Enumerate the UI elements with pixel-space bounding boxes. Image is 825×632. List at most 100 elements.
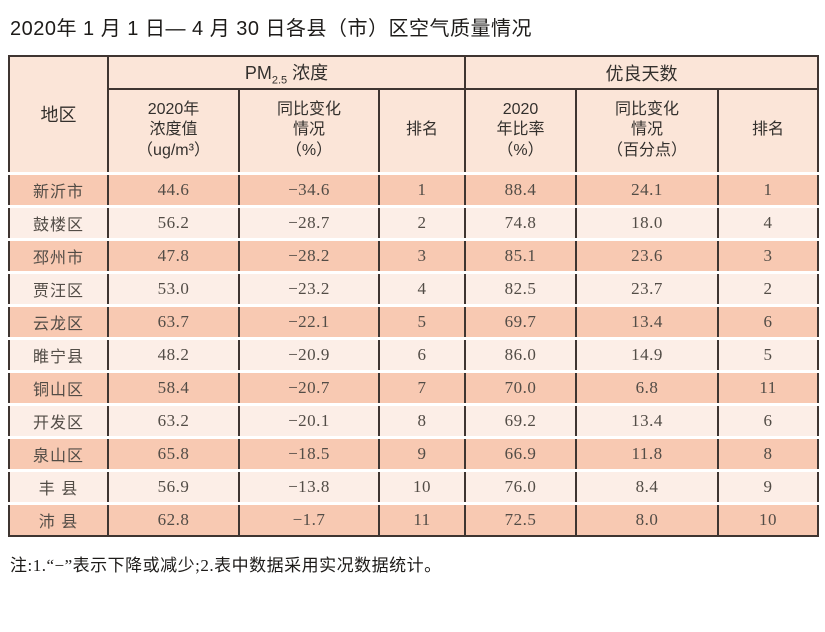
page-title: 2020年 1 月 1 日— 4 月 30 日各县（市）区空气质量情况 bbox=[10, 18, 533, 40]
column-header-region: 地区 bbox=[8, 56, 109, 173]
good-ratio-cell: 88.4 bbox=[464, 171, 578, 206]
pm-value-cell: 63.7 bbox=[107, 303, 240, 338]
pm-change-cell: −20.1 bbox=[238, 402, 380, 437]
column-header-good-ratio: 2020 年比率 （%） bbox=[464, 89, 578, 173]
table-row: 邳州市 47.8 −28.2 3 85.1 23.6 3 bbox=[8, 237, 820, 272]
good-ratio-cell: 69.7 bbox=[464, 303, 578, 338]
region-cell: 新沂市 bbox=[8, 171, 109, 206]
good-ratio-cell: 76.0 bbox=[464, 468, 578, 503]
pm-change-cell: −28.7 bbox=[238, 204, 380, 239]
pm-value-cell: 56.2 bbox=[107, 204, 240, 239]
region-cell: 鼓楼区 bbox=[8, 204, 109, 239]
good-rank-cell: 11 bbox=[717, 369, 820, 404]
table-row: 泉山区 65.8 −18.5 9 66.9 11.8 8 bbox=[8, 435, 820, 470]
pm25-subscript: 2.5 bbox=[271, 74, 288, 87]
good-change-cell: 11.8 bbox=[575, 435, 720, 470]
good-change-cell: 24.1 bbox=[575, 171, 720, 206]
table-row: 鼓楼区 56.2 −28.7 2 74.8 18.0 4 bbox=[8, 204, 820, 239]
region-cell: 贾汪区 bbox=[8, 270, 109, 305]
table-row: 云龙区 63.7 −22.1 5 69.7 13.4 6 bbox=[8, 303, 820, 338]
pm-value-cell: 47.8 bbox=[107, 237, 240, 272]
pm-value-cell: 62.8 bbox=[107, 501, 240, 536]
pm-change-cell: −18.5 bbox=[238, 435, 380, 470]
region-cell: 沛 县 bbox=[8, 501, 109, 536]
region-cell: 云龙区 bbox=[8, 303, 109, 338]
pm-change-cell: −20.7 bbox=[238, 369, 380, 404]
good-change-cell: 13.4 bbox=[575, 303, 720, 338]
table-header: 地区 PM2.5 浓度 优良天数 2020年 浓度值 （ug/m³） 同比变化 … bbox=[8, 56, 820, 173]
column-header-good-change: 同比变化 情况 （百分点） bbox=[575, 89, 720, 173]
table-row: 新沂市 44.6 −34.6 1 88.4 24.1 1 bbox=[8, 171, 820, 206]
region-cell: 开发区 bbox=[8, 402, 109, 437]
good-ratio-cell: 66.9 bbox=[464, 435, 578, 470]
pm-rank-cell: 3 bbox=[377, 237, 467, 272]
good-rank-cell: 5 bbox=[717, 336, 820, 371]
good-ratio-cell: 72.5 bbox=[464, 501, 578, 536]
good-ratio-cell: 85.1 bbox=[464, 237, 578, 272]
table-row: 沛 县 62.8 −1.7 11 72.5 8.0 10 bbox=[8, 501, 820, 536]
table-row: 贾汪区 53.0 −23.2 4 82.5 23.7 2 bbox=[8, 270, 820, 305]
region-cell: 睢宁县 bbox=[8, 336, 109, 371]
pm-rank-cell: 1 bbox=[377, 171, 467, 206]
good-rank-cell: 9 bbox=[717, 468, 820, 503]
pm-value-cell: 44.6 bbox=[107, 171, 240, 206]
good-rank-cell: 4 bbox=[717, 204, 820, 239]
good-ratio-cell: 69.2 bbox=[464, 402, 578, 437]
good-ratio-cell: 74.8 bbox=[464, 204, 578, 239]
table-row: 丰 县 56.9 −13.8 10 76.0 8.4 9 bbox=[8, 468, 820, 503]
pm25-suffix: 浓度 bbox=[287, 62, 329, 83]
good-rank-cell: 3 bbox=[717, 237, 820, 272]
good-change-cell: 14.9 bbox=[575, 336, 720, 371]
pm-change-cell: −13.8 bbox=[238, 468, 380, 503]
good-rank-cell: 6 bbox=[717, 303, 820, 338]
table-body: 新沂市 44.6 −34.6 1 88.4 24.1 1 鼓楼区 56.2 −2… bbox=[8, 171, 820, 536]
pm-change-cell: −20.9 bbox=[238, 336, 380, 371]
air-quality-table: 地区 PM2.5 浓度 优良天数 2020年 浓度值 （ug/m³） 同比变化 … bbox=[8, 55, 820, 537]
pm-rank-cell: 10 bbox=[377, 468, 467, 503]
good-rank-cell: 8 bbox=[717, 435, 820, 470]
pm-rank-cell: 9 bbox=[377, 435, 467, 470]
good-change-cell: 23.6 bbox=[575, 237, 720, 272]
pm25-prefix: PM bbox=[244, 62, 272, 83]
pm-rank-cell: 4 bbox=[377, 270, 467, 305]
pm-change-cell: −1.7 bbox=[238, 501, 380, 536]
good-change-cell: 8.0 bbox=[575, 501, 720, 536]
pm-value-cell: 48.2 bbox=[107, 336, 240, 371]
pm-rank-cell: 6 bbox=[377, 336, 467, 371]
good-rank-cell: 1 bbox=[717, 171, 820, 206]
pm-change-cell: −34.6 bbox=[238, 171, 380, 206]
pm-rank-cell: 8 bbox=[377, 402, 467, 437]
column-header-pm-change: 同比变化 情况 （%） bbox=[238, 89, 380, 173]
pm-value-cell: 56.9 bbox=[107, 468, 240, 503]
good-ratio-cell: 86.0 bbox=[464, 336, 578, 371]
pm-change-cell: −22.1 bbox=[238, 303, 380, 338]
footnote: 注:1.“−”表示下降或减少;2.表中数据采用实况数据统计。 bbox=[10, 556, 442, 575]
good-change-cell: 13.4 bbox=[575, 402, 720, 437]
good-change-cell: 8.4 bbox=[575, 468, 720, 503]
pm-value-cell: 53.0 bbox=[107, 270, 240, 305]
table-row: 开发区 63.2 −20.1 8 69.2 13.4 6 bbox=[8, 402, 820, 437]
column-header-pm-value: 2020年 浓度值 （ug/m³） bbox=[107, 89, 240, 173]
pm-value-cell: 65.8 bbox=[107, 435, 240, 470]
pm-rank-cell: 11 bbox=[377, 501, 467, 536]
good-rank-cell: 2 bbox=[717, 270, 820, 305]
region-cell: 铜山区 bbox=[8, 369, 109, 404]
pm-rank-cell: 7 bbox=[377, 369, 467, 404]
pm-change-cell: −28.2 bbox=[238, 237, 380, 272]
column-header-pm-rank: 排名 bbox=[377, 89, 467, 173]
column-group-pm25: PM2.5 浓度 bbox=[106, 56, 467, 90]
good-ratio-cell: 82.5 bbox=[464, 270, 578, 305]
table-row: 铜山区 58.4 −20.7 7 70.0 6.8 11 bbox=[8, 369, 820, 404]
pm-value-cell: 63.2 bbox=[107, 402, 240, 437]
table-row: 睢宁县 48.2 −20.9 6 86.0 14.9 5 bbox=[8, 336, 820, 371]
good-rank-cell: 6 bbox=[717, 402, 820, 437]
good-rank-cell: 10 bbox=[717, 501, 820, 536]
good-ratio-cell: 70.0 bbox=[464, 369, 578, 404]
pm-change-cell: −23.2 bbox=[238, 270, 380, 305]
column-group-good-days: 优良天数 bbox=[464, 56, 820, 90]
pm-rank-cell: 2 bbox=[377, 204, 467, 239]
good-change-cell: 18.0 bbox=[575, 204, 720, 239]
region-cell: 泉山区 bbox=[8, 435, 109, 470]
pm-rank-cell: 5 bbox=[377, 303, 467, 338]
region-cell: 邳州市 bbox=[8, 237, 109, 272]
